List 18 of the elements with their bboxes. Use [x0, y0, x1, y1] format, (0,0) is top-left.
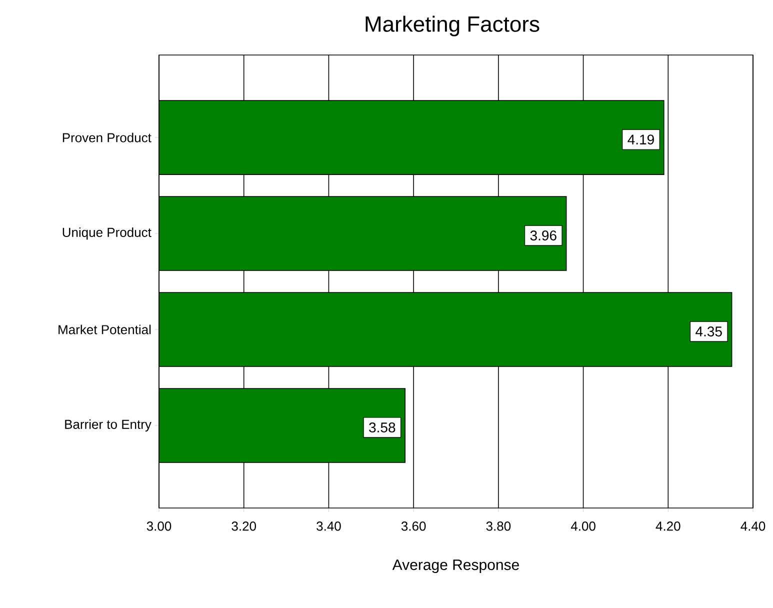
data-label: 4.35: [696, 326, 722, 336]
x-tick-label: 4.00: [570, 522, 596, 531]
data-label: 4.19: [628, 134, 654, 144]
x-tick-label: 3.80: [486, 522, 511, 531]
x-tick-label: 4.20: [656, 522, 680, 531]
x-tick-label: 3.00: [146, 522, 172, 531]
y-tick-label: Proven Product: [62, 132, 152, 142]
y-tick-label: Barrier to Entry: [65, 419, 152, 432]
data-label: 3.96: [530, 230, 556, 240]
y-tick-label: Market Potential: [58, 324, 151, 334]
y-tick-label: Unique Product: [62, 227, 152, 240]
x-tick-label: 3.40: [316, 522, 341, 531]
chart-title: Marketing Factors: [366, 16, 540, 36]
x-tick-label: 4.40: [740, 522, 766, 531]
data-label: 3.58: [369, 422, 396, 432]
x-axis-title: Average Response: [392, 560, 519, 574]
x-tick-label: 3.20: [232, 522, 256, 531]
x-tick-label: 3.60: [401, 522, 426, 531]
